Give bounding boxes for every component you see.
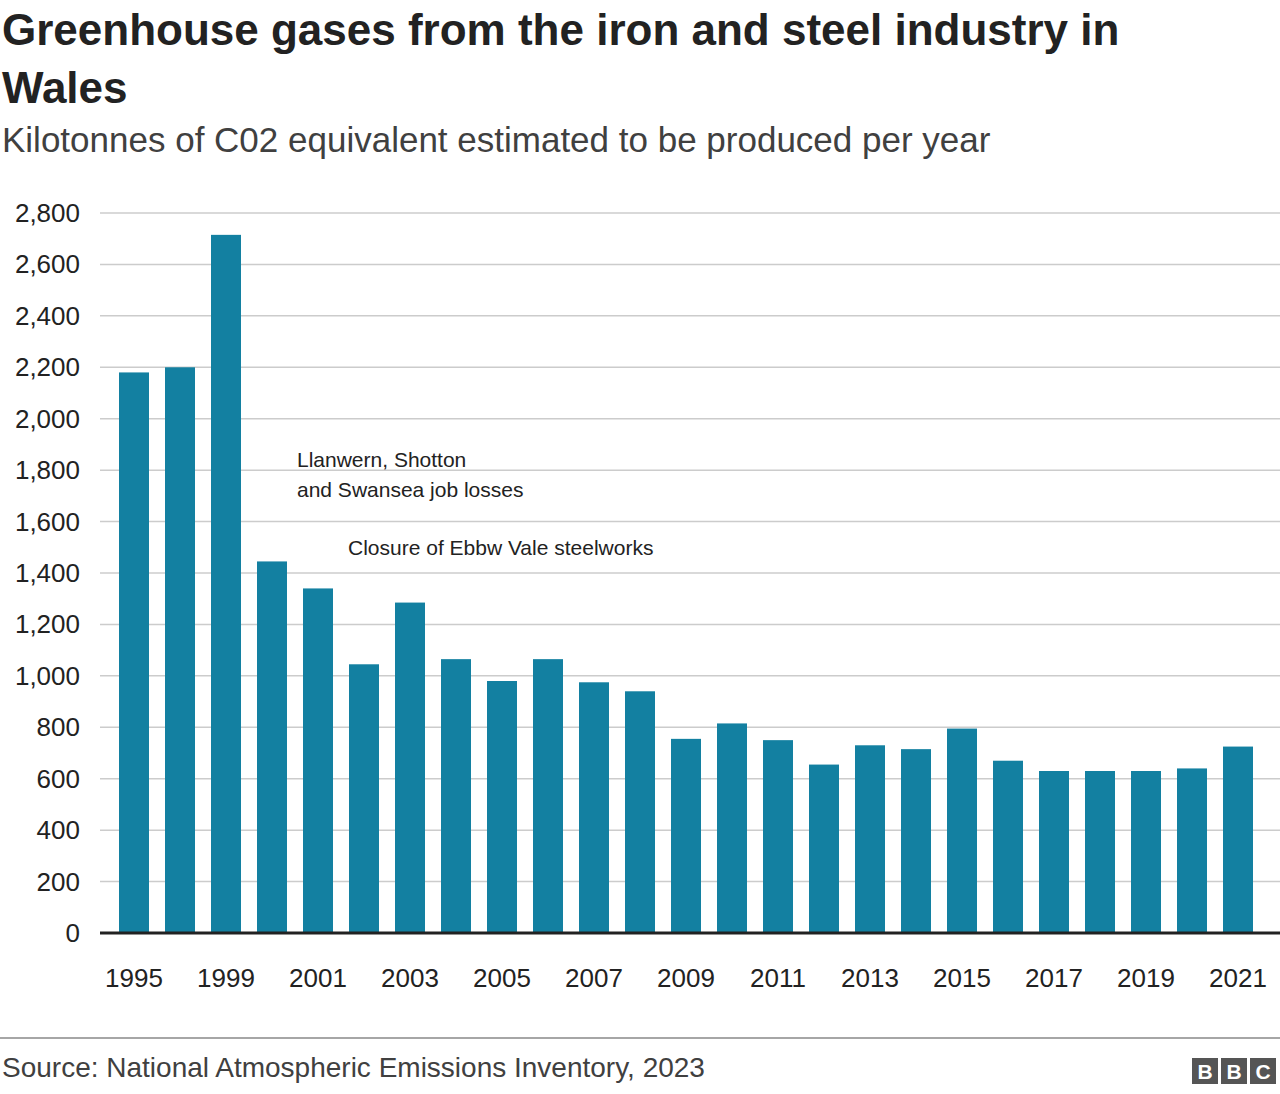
y-tick-label: 1,200 — [15, 609, 80, 639]
logo-letter: C — [1255, 1060, 1270, 1083]
y-tick-label: 600 — [37, 764, 80, 794]
bar — [533, 659, 563, 933]
subtitle: Kilotonnes of C02 equivalent estimated t… — [2, 120, 991, 159]
bar — [1085, 771, 1115, 933]
bar — [165, 367, 195, 933]
logo-letter: B — [1197, 1060, 1212, 1083]
y-tick-label: 2,400 — [15, 301, 80, 331]
y-tick-label: 400 — [37, 815, 80, 845]
grid-line — [100, 264, 1280, 266]
grid-line — [100, 315, 1280, 317]
y-tick-label: 1,000 — [15, 661, 80, 691]
bar — [993, 761, 1023, 933]
x-tick-label: 2001 — [289, 963, 347, 993]
bar — [671, 739, 701, 933]
bar — [487, 681, 517, 933]
x-tick-label: 2015 — [933, 963, 991, 993]
x-tick-label: 2009 — [657, 963, 715, 993]
grid-line — [100, 212, 1280, 214]
grid-line — [100, 521, 1280, 523]
x-axis-line — [100, 932, 1280, 935]
title: Greenhouse gases from the iron and steel… — [2, 5, 1119, 54]
x-tick-label: 2011 — [750, 963, 806, 993]
x-tick-label: 2003 — [381, 963, 439, 993]
y-tick-label: 2,800 — [15, 198, 80, 228]
grid-line — [100, 367, 1280, 369]
footer-rule — [0, 1037, 1280, 1039]
y-tick-label: 2,600 — [15, 249, 80, 279]
grid-line — [100, 469, 1280, 471]
bars — [119, 235, 1253, 933]
logo-box — [1250, 1058, 1276, 1084]
x-tick-label: 2017 — [1025, 963, 1083, 993]
x-tick-label: 1995 — [105, 963, 163, 993]
bar — [303, 588, 333, 933]
logo-letter: B — [1226, 1060, 1241, 1083]
bar — [349, 664, 379, 933]
chart: Greenhouse gases from the iron and steel… — [0, 0, 1280, 1094]
bar — [1039, 771, 1069, 933]
bar — [211, 235, 241, 933]
x-tick-label: 2019 — [1117, 963, 1175, 993]
bar — [809, 765, 839, 933]
bar — [119, 372, 149, 933]
bar — [257, 561, 287, 933]
title: Wales — [2, 63, 128, 112]
y-tick-label: 2,000 — [15, 404, 80, 434]
x-tick-label: 2005 — [473, 963, 531, 993]
x-tick-label: 2021 — [1209, 963, 1267, 993]
x-tick-label: 2013 — [841, 963, 899, 993]
y-tick-label: 200 — [37, 867, 80, 897]
annotation: and Swansea job losses — [297, 478, 523, 501]
bar — [579, 682, 609, 933]
bar — [1223, 747, 1253, 933]
x-tick-label: 2007 — [565, 963, 623, 993]
bar — [441, 659, 471, 933]
bar — [717, 723, 747, 933]
bar — [901, 749, 931, 933]
x-tick-label: 1999 — [197, 963, 255, 993]
bar — [855, 745, 885, 933]
logo: BBC — [1192, 1058, 1276, 1084]
bar — [625, 691, 655, 933]
y-tick-label: 1,400 — [15, 558, 80, 588]
y-tick-label: 0 — [66, 918, 80, 948]
annotation: Closure of Ebbw Vale steelworks — [348, 536, 653, 559]
y-tick-label: 1,600 — [15, 507, 80, 537]
bar — [763, 740, 793, 933]
y-tick-label: 1,800 — [15, 455, 80, 485]
bar — [395, 603, 425, 933]
logo-box — [1221, 1058, 1247, 1084]
logo-box — [1192, 1058, 1218, 1084]
bar — [947, 729, 977, 933]
bar — [1177, 768, 1207, 933]
source: Source: National Atmospheric Emissions I… — [2, 1052, 705, 1083]
y-tick-label: 800 — [37, 712, 80, 742]
bar — [1131, 771, 1161, 933]
annotation: Llanwern, Shotton — [297, 448, 466, 471]
grid-line — [100, 418, 1280, 420]
y-tick-label: 2,200 — [15, 352, 80, 382]
